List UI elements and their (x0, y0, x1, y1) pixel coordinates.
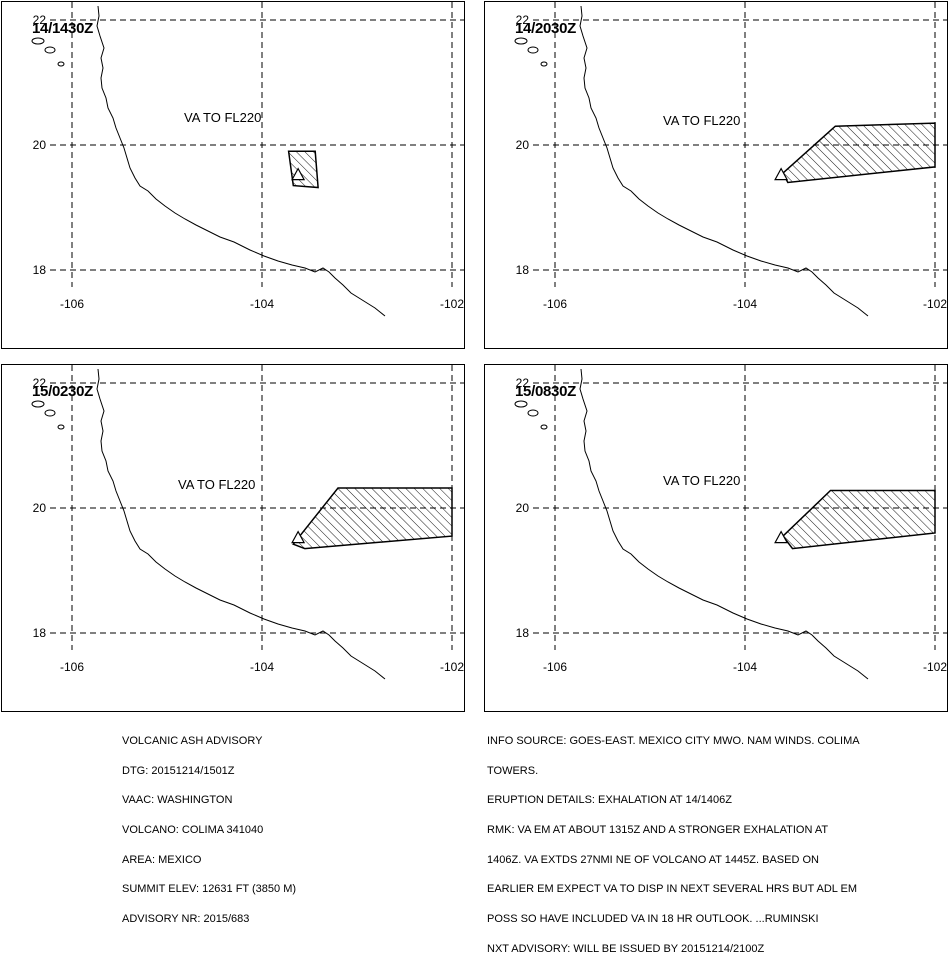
map-3: -106-104-102-100222018 (31, 365, 464, 680)
advisory-line: RMK: VA EM AT ABOUT 1315Z AND A STRONGER… (487, 823, 829, 836)
island (44, 409, 56, 417)
ash-level-label: VA TO FL220 (178, 477, 256, 492)
forecast-panel-4: -106-104-102-100222018 15/0830Z VA TO FL… (484, 364, 948, 712)
ash-level-label: VA TO FL220 (663, 113, 741, 128)
latitude-tick-label: 20 (516, 501, 530, 515)
longitude-tick-label: -106 (543, 297, 567, 311)
latitude-tick-label: 18 (33, 263, 47, 277)
ash-cloud-polygon (782, 122, 936, 184)
longitude-tick-label: -104 (250, 297, 274, 311)
panel-time-label: 14/1430Z (32, 20, 93, 37)
advisory-line: SUMMIT ELEV: 12631 FT (3850 M) (122, 883, 297, 896)
coastline (96, 5, 386, 317)
advisory-line: POSS SO HAVE INCLUDED VA IN 18 HR OUTLOO… (487, 913, 819, 926)
advisory-line: NXT ADVISORY: WILL BE ISSUED BY 20151214… (487, 942, 765, 955)
map-2: -106-104-102-100222018 (514, 2, 947, 317)
island (527, 46, 539, 54)
latitude-tick-label: 18 (516, 263, 530, 277)
advisory-line: ERUPTION DETAILS: EXHALATION AT 14/1406Z (487, 794, 732, 807)
forecast-panel-2: -106-104-102-100222018 14/2030Z VA TO FL… (484, 1, 948, 349)
map-1: -106-104-102-100222018 (31, 2, 464, 317)
panel-time-label: 14/2030Z (515, 20, 576, 37)
longitude-tick-label: -106 (543, 660, 567, 674)
longitude-tick-label: -102 (440, 297, 464, 311)
longitude-tick-label: -104 (250, 660, 274, 674)
ash-level-label: VA TO FL220 (663, 473, 741, 488)
latitude-tick-label: 20 (516, 138, 530, 152)
advisory-line: VOLCANIC ASH ADVISORY (122, 734, 263, 747)
latitude-tick-label: 22 (33, 376, 47, 390)
island (514, 400, 528, 408)
panel-time-label: 15/0830Z (515, 383, 576, 400)
longitude-tick-label: -104 (733, 660, 757, 674)
forecast-panel-1: -106-104-102-100222018 14/1430Z VA TO FL… (1, 1, 465, 349)
ash-level-label: VA TO FL220 (184, 110, 262, 125)
latitude-tick-label: 22 (516, 376, 530, 390)
island (44, 46, 56, 54)
map-4: -106-104-102-100222018 (514, 365, 947, 680)
volcano-icon (291, 167, 306, 181)
longitude-tick-label: -104 (733, 297, 757, 311)
advisory-line: AREA: MEXICO (122, 853, 202, 866)
island (514, 37, 528, 45)
coastline (579, 368, 869, 680)
island (57, 424, 65, 430)
longitude-tick-label: -102 (923, 297, 947, 311)
latitude-tick-label: 20 (33, 501, 47, 515)
advisory-line: ADVISORY NR: 2015/683 (122, 913, 250, 926)
island (527, 409, 539, 417)
island (540, 61, 548, 67)
latitude-tick-label: 22 (516, 13, 530, 27)
ash-cloud-polygon (781, 489, 936, 550)
advisory-line: 1406Z. VA EXTDS 27NMI NE OF VOLCANO AT 1… (487, 853, 819, 866)
latitude-tick-label: 20 (33, 138, 47, 152)
island (57, 61, 65, 67)
advisory-line: INFO SOURCE: GOES-EAST. MEXICO CITY MWO.… (487, 734, 860, 747)
advisory-line: DTG: 20151214/1501Z (122, 764, 235, 777)
latitude-tick-label: 18 (33, 626, 47, 640)
forecast-panel-3: -106-104-102-100222018 15/0230Z VA TO FL… (1, 364, 465, 712)
volcano-icon (774, 530, 789, 544)
advisory-header-block: VOLCANIC ASH ADVISORY DTG: 20151214/1501… (122, 717, 296, 935)
latitude-tick-label: 22 (33, 13, 47, 27)
advisory-line: VAAC: WASHINGTON (122, 794, 233, 807)
advisory-line: VOLCANO: COLIMA 341040 (122, 823, 264, 836)
longitude-tick-label: -106 (60, 297, 84, 311)
longitude-tick-label: -102 (923, 660, 947, 674)
volcano-icon (291, 530, 306, 544)
latitude-tick-label: 18 (516, 626, 530, 640)
coastline (579, 5, 869, 317)
advisory-line: TOWERS. (487, 764, 539, 777)
ash-cloud-polygon (292, 487, 453, 550)
advisory-remarks-block: INFO SOURCE: GOES-EAST. MEXICO CITY MWO.… (487, 717, 860, 965)
ash-cloud-polygon (287, 150, 319, 189)
island (31, 37, 45, 45)
longitude-tick-label: -102 (440, 660, 464, 674)
island (540, 424, 548, 430)
advisory-line: EARLIER EM EXPECT VA TO DISP IN NEXT SEV… (487, 883, 858, 896)
longitude-tick-label: -106 (60, 660, 84, 674)
volcano-icon (774, 167, 789, 181)
panel-time-label: 15/0230Z (32, 383, 93, 400)
coastline (96, 368, 386, 680)
island (31, 400, 45, 408)
